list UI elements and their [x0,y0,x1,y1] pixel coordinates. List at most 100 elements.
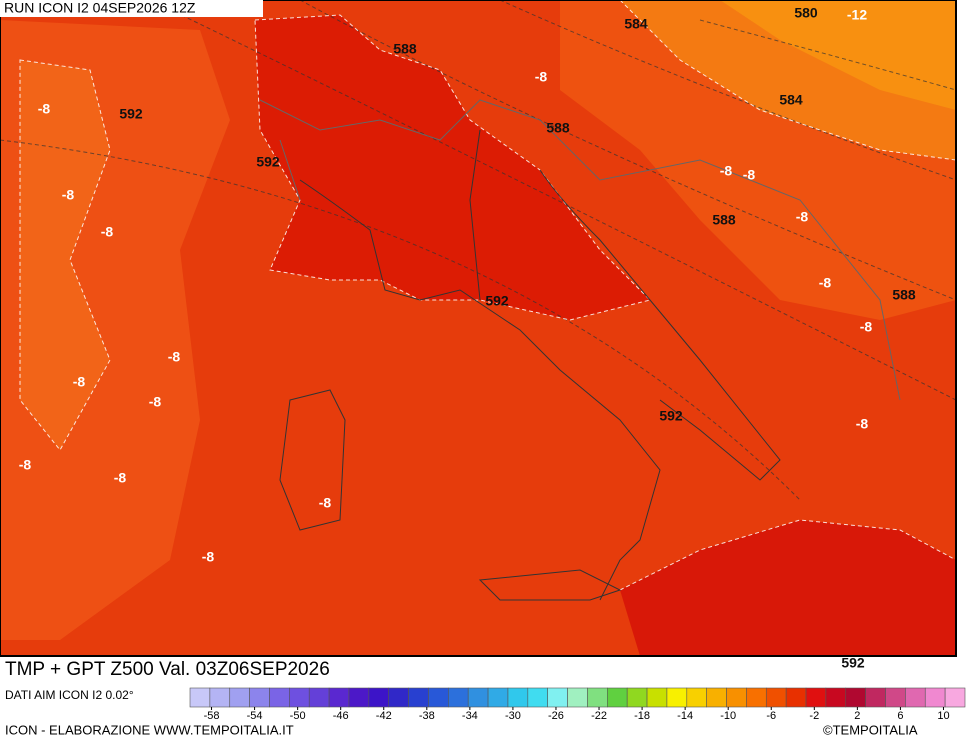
colorbar-swatch [269,687,290,708]
colorbar-tick-label: -10 [720,710,736,722]
contour-label: -8 [114,470,127,486]
colorbar-tick-label: 2 [854,710,860,722]
map-frame [0,0,957,657]
colorbar-swatch [885,687,906,708]
colorbar-tick-label: -54 [247,710,263,722]
isotherm [619,0,957,161]
colorbar-tick-label: -58 [204,710,220,722]
colorbar-swatch [587,687,608,708]
isohypse [699,19,957,91]
warm-area [20,60,110,450]
colorbar-swatch [388,687,409,708]
colorbar-swatch [825,687,847,708]
colorbar-swatch [607,687,628,708]
colorbar-swatch [189,687,211,708]
colorbar-tick-label: -38 [419,710,435,722]
colorbar-swatch [726,687,747,708]
colorbar-swatch [924,687,946,708]
colorbar-tick-label: 10 [937,710,949,722]
contour-label: -8 [535,69,548,85]
brand-label: ©TEMPOITALIA [823,722,918,737]
colorbar-swatch [348,687,370,708]
map-title: TMP + GPT Z500 Val. 03Z06SEP2026 [5,659,330,680]
colorbar-tick-label: -30 [505,710,521,722]
colorbar-swatch [448,687,469,708]
hot-area [620,520,956,656]
contour-label: 588 [393,41,417,57]
colorbar-swatch [765,687,787,708]
contour-label: -8 [743,167,756,183]
colorbar-tick-label: -2 [809,710,819,722]
colorbar-swatch [944,687,966,708]
colorbar-swatch [428,687,449,708]
colorbar-swatch [686,687,707,708]
colorbar-tick-label: -14 [677,710,693,722]
contour-label: -8 [149,394,162,410]
contour-label: -8 [819,275,832,291]
isohypse [299,0,957,301]
colorbar-swatch [805,687,827,708]
colorbar-tick-label: -46 [333,710,349,722]
colorbar-swatch [209,687,231,708]
colorbar-swatch [785,687,807,708]
colorbar-swatch [567,687,588,708]
isohypse [0,139,801,501]
colorbar-swatch [249,687,270,708]
contour-label: -8 [856,416,869,432]
colorbar-tick-label: -18 [634,710,650,722]
contour-label: 588 [546,120,570,136]
contour-label: 592 [256,154,280,170]
isohypse [149,0,957,401]
colorbar-swatch [527,687,548,708]
header-box [0,0,263,17]
colorbar-swatch [706,687,727,708]
contour-label: -8 [19,457,32,473]
contour-label: -8 [860,319,873,335]
isohypse [499,0,957,181]
contour-label: 584 [779,92,803,108]
credit-label: ICON - ELABORAZIONE WWW.TEMPOITALIA.IT [5,722,294,737]
run-label: RUN ICON I2 04SEP2026 12Z [4,0,196,16]
colorbar-tick-label: -50 [290,710,306,722]
contour-label: -12 [847,7,867,23]
isotherm [254,14,651,321]
title-box [0,657,413,683]
colorbar-tick-label: -6 [766,710,776,722]
colorbar-swatch [328,687,350,708]
contour-label: -8 [168,349,181,365]
contour-label: -8 [101,224,114,240]
contour-label: -8 [319,495,332,511]
isotherm [19,59,111,451]
contour-label: 580 [794,5,818,21]
contour-label: 588 [712,212,736,228]
isotherm [619,519,957,591]
colorbar-tick-label: -22 [591,710,607,722]
colorbar-swatch [467,687,489,708]
contour-label: 592 [841,655,865,671]
colorbar-swatch [408,687,429,708]
colorbar-swatch [507,687,529,708]
country-border [259,99,901,401]
colorbar-tick-label: -42 [376,710,392,722]
contour-label: -8 [73,374,86,390]
contour-label: 584 [624,16,648,32]
contour-label: 592 [485,293,509,309]
colorbar-swatch [746,687,767,708]
colorbar-swatch [865,687,886,708]
colorbar-swatch [368,687,390,708]
colorbar-swatch [487,687,509,708]
colorbar-swatch [626,687,648,708]
coastline [299,129,781,601]
colorbar-swatch [666,687,688,708]
hot-area [255,15,650,320]
contour-label: 588 [892,287,916,303]
colorbar-swatch [229,687,250,708]
contour-label: 592 [119,106,143,122]
contour-label: -8 [796,209,809,225]
colorbar-swatch [289,687,310,708]
source-label: DATI AIM ICON I2 0.02° [5,688,134,702]
contour-label: -8 [62,187,75,203]
colorbar-tick-label: -34 [462,710,478,722]
contour-label: 592 [659,408,683,424]
